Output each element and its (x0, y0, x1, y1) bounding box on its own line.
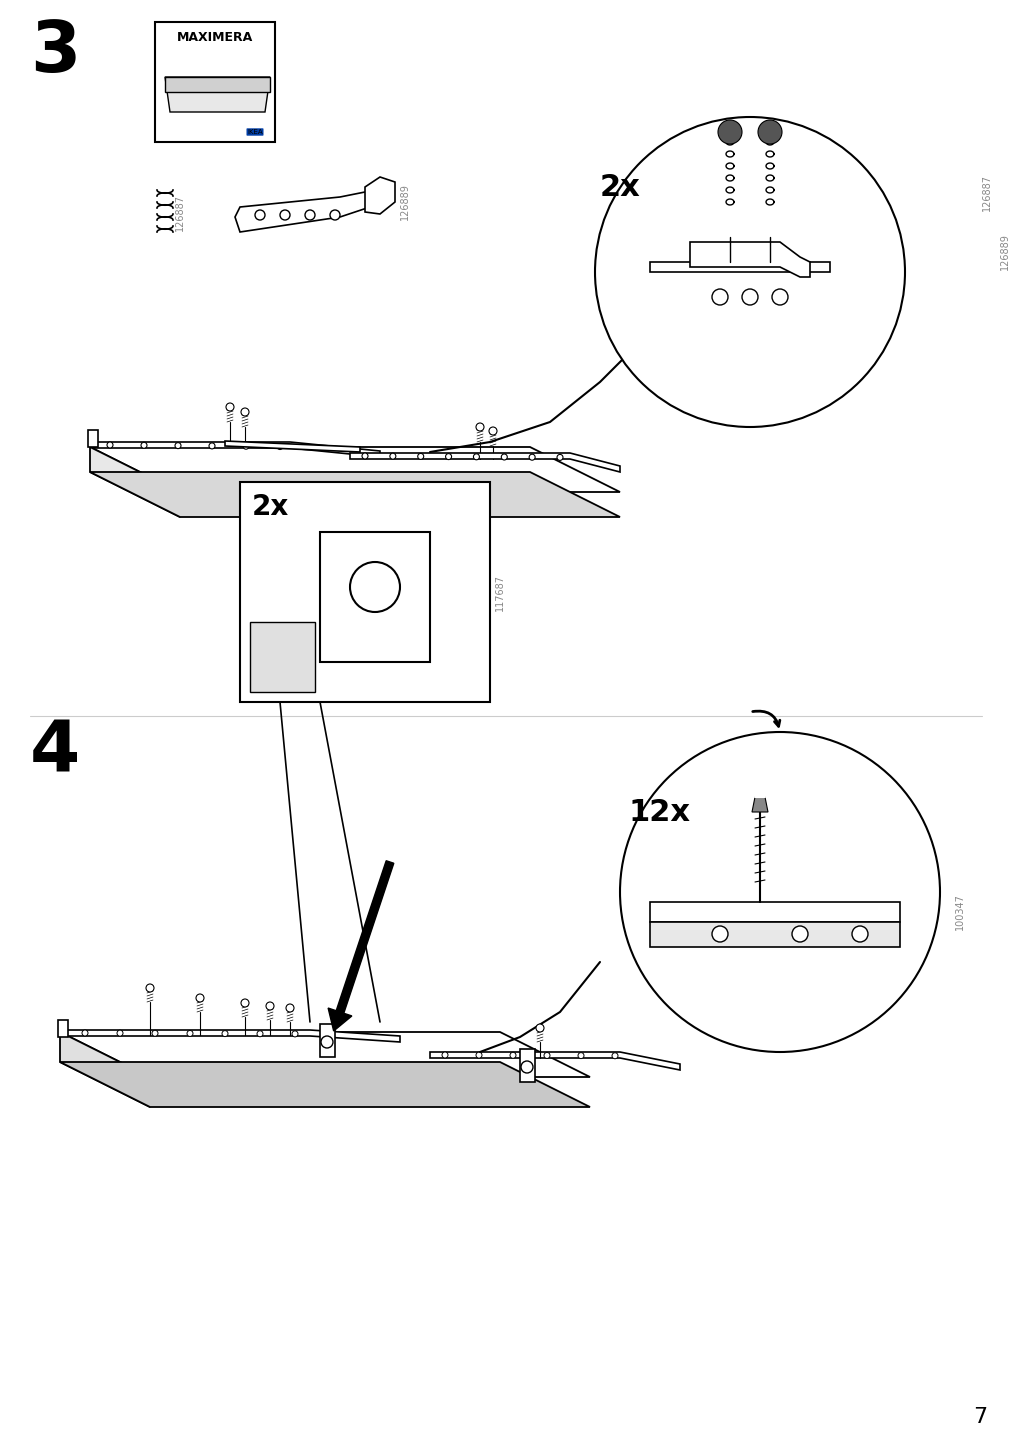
Polygon shape (240, 483, 489, 702)
Circle shape (286, 1004, 294, 1012)
Text: 126889: 126889 (399, 183, 409, 221)
Circle shape (292, 1031, 297, 1037)
FancyArrow shape (328, 861, 393, 1031)
Circle shape (510, 1053, 516, 1058)
Circle shape (146, 984, 154, 992)
Text: IKEA: IKEA (247, 129, 263, 135)
Circle shape (620, 732, 939, 1053)
Circle shape (556, 454, 562, 461)
Polygon shape (319, 533, 430, 662)
Polygon shape (520, 1050, 535, 1083)
Circle shape (241, 1000, 249, 1007)
Circle shape (771, 289, 788, 305)
Circle shape (712, 289, 727, 305)
Polygon shape (60, 1063, 589, 1107)
Polygon shape (90, 447, 180, 517)
Circle shape (612, 1053, 618, 1058)
Circle shape (243, 442, 249, 450)
Circle shape (304, 211, 314, 221)
Circle shape (152, 1030, 158, 1037)
Polygon shape (65, 1030, 399, 1042)
Polygon shape (690, 242, 809, 276)
Polygon shape (165, 77, 270, 112)
Text: 126887: 126887 (981, 173, 991, 211)
Circle shape (257, 1031, 263, 1037)
Polygon shape (250, 621, 314, 692)
Circle shape (175, 442, 181, 448)
Circle shape (473, 454, 479, 460)
Polygon shape (365, 178, 394, 213)
Polygon shape (430, 1053, 679, 1070)
Polygon shape (649, 262, 829, 272)
Circle shape (577, 1053, 583, 1058)
Polygon shape (155, 21, 275, 142)
Circle shape (712, 927, 727, 942)
Circle shape (389, 453, 395, 460)
Text: 12x: 12x (629, 798, 691, 826)
Circle shape (277, 444, 283, 450)
Polygon shape (60, 1032, 150, 1107)
Circle shape (255, 211, 265, 221)
Circle shape (221, 1031, 227, 1037)
Circle shape (792, 927, 807, 942)
Circle shape (362, 453, 368, 460)
Circle shape (851, 927, 867, 942)
Text: 117687: 117687 (494, 573, 504, 610)
Polygon shape (649, 902, 899, 922)
Polygon shape (88, 430, 98, 447)
Circle shape (536, 1024, 544, 1032)
Circle shape (209, 442, 214, 448)
Circle shape (320, 1035, 333, 1048)
Text: 7: 7 (972, 1408, 986, 1428)
Text: MAXIMERA: MAXIMERA (177, 30, 253, 43)
Text: 3: 3 (29, 17, 80, 86)
Circle shape (330, 211, 340, 221)
Circle shape (500, 454, 507, 460)
Circle shape (350, 561, 399, 611)
Polygon shape (90, 473, 620, 517)
Circle shape (196, 994, 204, 1002)
Polygon shape (350, 453, 620, 473)
Circle shape (741, 289, 757, 305)
Circle shape (280, 211, 290, 221)
Circle shape (418, 454, 424, 460)
Text: 126889: 126889 (999, 233, 1009, 271)
Circle shape (475, 1053, 481, 1058)
Circle shape (757, 120, 782, 145)
Polygon shape (751, 798, 767, 812)
Polygon shape (165, 77, 270, 92)
Polygon shape (60, 1032, 589, 1077)
Text: 2x: 2x (251, 493, 288, 521)
Circle shape (241, 408, 249, 417)
Polygon shape (90, 447, 620, 493)
Circle shape (82, 1030, 88, 1035)
Polygon shape (235, 192, 375, 232)
Circle shape (107, 442, 113, 448)
Circle shape (445, 454, 451, 460)
Circle shape (442, 1053, 448, 1058)
Polygon shape (58, 1020, 68, 1037)
Text: 4: 4 (29, 717, 80, 786)
Circle shape (225, 402, 234, 411)
Circle shape (141, 442, 147, 448)
Text: 2x: 2x (600, 172, 640, 202)
Circle shape (717, 120, 741, 145)
Circle shape (521, 1061, 533, 1073)
Polygon shape (319, 1024, 335, 1057)
Circle shape (117, 1030, 123, 1037)
Circle shape (187, 1031, 193, 1037)
Polygon shape (224, 441, 360, 453)
Circle shape (266, 1002, 274, 1010)
Polygon shape (649, 922, 899, 947)
Text: 126887: 126887 (175, 193, 185, 231)
Circle shape (475, 422, 483, 431)
Text: 100347: 100347 (954, 894, 964, 931)
Polygon shape (95, 442, 379, 457)
Circle shape (594, 117, 904, 427)
Circle shape (529, 454, 535, 460)
Circle shape (488, 427, 496, 435)
Circle shape (544, 1053, 549, 1058)
